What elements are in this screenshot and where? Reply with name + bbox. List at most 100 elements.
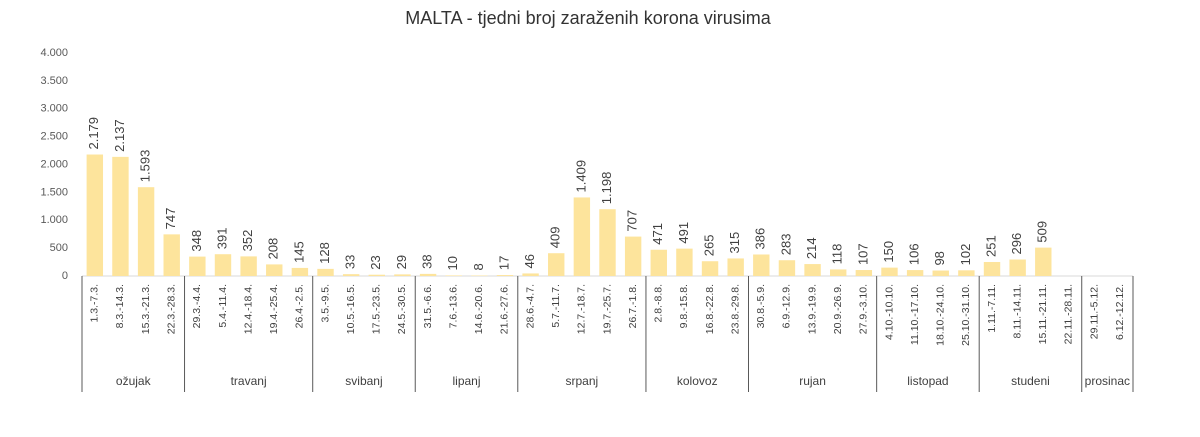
value-label: 10 bbox=[445, 256, 460, 270]
x-tick-label: 8.3.-14.3. bbox=[114, 284, 126, 328]
x-tick-label: 5.7.-11.7. bbox=[550, 284, 562, 328]
y-tick-label: 2.000 bbox=[40, 158, 68, 170]
group-label: lipanj bbox=[452, 374, 480, 388]
bar bbox=[266, 264, 283, 276]
value-label: 118 bbox=[830, 244, 845, 265]
x-tick-label: 2.8.-8.8. bbox=[653, 284, 665, 323]
y-tick-label: 0 bbox=[62, 270, 68, 282]
x-tick-label: 6.9.-12.9. bbox=[781, 284, 793, 328]
x-tick-label: 25.10.-31.10. bbox=[960, 284, 972, 346]
group-label: kolovoz bbox=[677, 374, 718, 388]
bar bbox=[214, 254, 232, 276]
y-tick-label: 1.500 bbox=[40, 186, 68, 198]
bar bbox=[727, 258, 744, 276]
value-label: 128 bbox=[317, 242, 332, 264]
bar bbox=[599, 209, 616, 276]
bar bbox=[419, 273, 437, 276]
value-label: 348 bbox=[189, 230, 204, 252]
value-label: 251 bbox=[983, 235, 998, 257]
x-tick-label: 8.11.-14.11. bbox=[1011, 284, 1023, 338]
group-label: travanj bbox=[231, 374, 267, 388]
x-tick-label: 12.4.-18.4. bbox=[242, 284, 254, 334]
value-label: 150 bbox=[881, 241, 896, 263]
value-label: 46 bbox=[522, 254, 537, 268]
bar bbox=[676, 248, 693, 276]
x-tick-label: 14.6.-20.6. bbox=[473, 284, 485, 334]
bar bbox=[1009, 259, 1026, 276]
bar bbox=[650, 249, 667, 276]
bar bbox=[496, 275, 514, 276]
bar bbox=[804, 264, 821, 276]
x-tick-label: 28.6.-4.7. bbox=[524, 284, 536, 328]
x-tick-label: 1.3.-7.3. bbox=[89, 284, 101, 323]
value-label: 23 bbox=[368, 255, 383, 269]
value-label: 214 bbox=[804, 237, 819, 259]
bar bbox=[189, 256, 206, 276]
bar bbox=[522, 273, 539, 276]
value-label: 106 bbox=[907, 243, 922, 265]
x-tick-label: 9.8.-15.8. bbox=[678, 284, 690, 328]
x-tick-label: 29.11.-5.12. bbox=[1088, 284, 1100, 339]
value-label: 2.179 bbox=[86, 117, 101, 150]
bar bbox=[112, 156, 129, 276]
bar bbox=[86, 154, 104, 276]
value-label: 352 bbox=[240, 230, 255, 252]
x-tick-label: 15.11.-21.11. bbox=[1037, 284, 1049, 344]
bar bbox=[753, 254, 770, 276]
x-tick-label: 22.3.-28.3. bbox=[166, 284, 178, 334]
value-label: 409 bbox=[548, 226, 563, 248]
group-label: listopad bbox=[907, 374, 948, 388]
group-label: studeni bbox=[1011, 374, 1050, 388]
value-label: 1.198 bbox=[599, 172, 614, 205]
value-label: 107 bbox=[855, 243, 870, 265]
x-tick-label: 16.8.-22.8. bbox=[704, 284, 716, 334]
bar bbox=[830, 269, 847, 276]
x-tick-label: 6.12.-12.12. bbox=[1114, 284, 1126, 340]
value-label: 1.409 bbox=[573, 160, 588, 193]
x-tick-label: 10.5.-16.5. bbox=[345, 284, 357, 334]
x-tick-label: 19.4.-25.4. bbox=[268, 284, 280, 334]
bar bbox=[573, 197, 591, 276]
x-tick-label: 11.10.-17.10. bbox=[909, 284, 921, 345]
x-tick-label: 19.7.-25.7. bbox=[601, 284, 613, 334]
bar bbox=[317, 268, 334, 276]
chart-title: MALTA - tjedni broj zaraženih korona vir… bbox=[405, 8, 771, 28]
group-label: rujan bbox=[799, 374, 826, 388]
group-label: svibanj bbox=[345, 374, 382, 388]
bar bbox=[906, 270, 924, 276]
bar bbox=[137, 187, 155, 276]
x-tick-label: 31.5.-6.6. bbox=[422, 284, 434, 328]
y-tick-label: 4.000 bbox=[40, 47, 68, 59]
bar bbox=[958, 270, 975, 276]
x-tick-label: 22.11.-28.11. bbox=[1063, 284, 1075, 344]
bar bbox=[932, 270, 949, 276]
group-label: ožujak bbox=[116, 374, 152, 388]
x-tick-label: 3.5.-9.5. bbox=[319, 284, 331, 323]
value-label: 208 bbox=[266, 238, 281, 260]
value-label: 491 bbox=[676, 222, 691, 244]
value-label: 1.593 bbox=[138, 150, 153, 183]
x-tick-label: 26.7.-1.8. bbox=[627, 284, 639, 328]
x-tick-label: 1.11.-7.11. bbox=[986, 284, 998, 333]
value-label: 509 bbox=[1035, 221, 1050, 243]
x-tick-label: 26.4.-2.5. bbox=[294, 284, 306, 328]
x-tick-label: 7.6.-13.6. bbox=[447, 284, 459, 328]
x-tick-label: 21.6.-27.6. bbox=[499, 284, 511, 334]
x-tick-label: 23.8.-29.8. bbox=[729, 284, 741, 334]
x-tick-label: 15.3.-21.3. bbox=[140, 284, 152, 334]
value-label: 386 bbox=[753, 228, 768, 250]
x-tick-label: 17.5.-23.5. bbox=[371, 284, 383, 334]
group-label: prosinac bbox=[1085, 374, 1130, 388]
group-label: srpanj bbox=[566, 374, 599, 388]
x-tick-label: 24.5.-30.5. bbox=[396, 284, 408, 334]
bar bbox=[368, 274, 385, 276]
bar bbox=[1035, 247, 1052, 276]
x-tick-label: 27.9.-3.10. bbox=[858, 284, 870, 334]
x-tick-label: 18.10.-24.10. bbox=[935, 284, 947, 346]
value-label: 98 bbox=[932, 251, 947, 265]
x-tick-label: 29.3.-4.4. bbox=[191, 284, 203, 328]
x-tick-label: 13.9.-19.9. bbox=[806, 284, 818, 334]
x-tick-label: 12.7.-18.7. bbox=[576, 284, 588, 334]
bar bbox=[701, 261, 719, 276]
bar bbox=[445, 275, 462, 276]
